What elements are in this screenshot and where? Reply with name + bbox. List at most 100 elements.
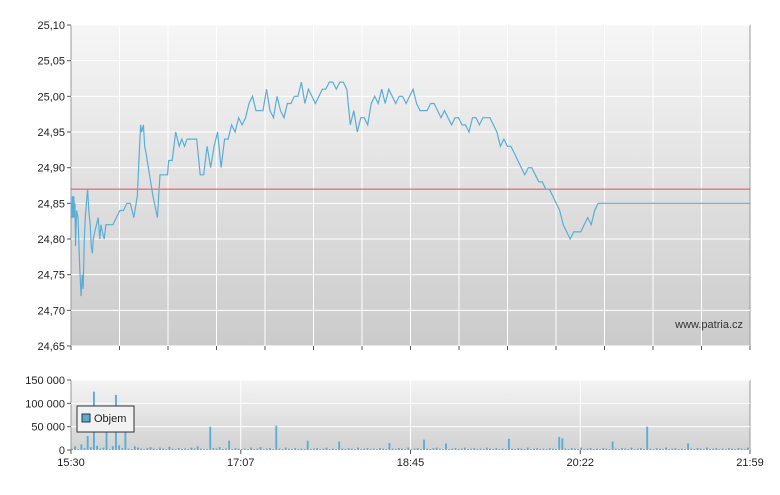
volume-bar <box>221 449 224 450</box>
volume-bar <box>495 448 498 450</box>
volume-y-axis: 150 000 100 000 50 000 0 <box>25 375 71 457</box>
volume-bar <box>611 441 614 450</box>
volume-bar <box>671 448 674 450</box>
volume-bar <box>234 448 237 450</box>
volume-bar <box>127 448 130 450</box>
volume-bar <box>225 448 227 450</box>
volume-bar <box>294 448 297 450</box>
volume-bar <box>441 449 444 450</box>
volume-bar <box>187 449 190 450</box>
volume-bar <box>278 448 281 450</box>
volume-bar <box>146 448 149 450</box>
volume-bar <box>96 445 99 450</box>
volume-bar <box>630 447 633 450</box>
volume-bar <box>366 448 369 450</box>
x-axis: 15:30 17:07 18:45 20:22 21:59 <box>57 450 764 469</box>
volume-bar <box>520 448 523 450</box>
volume-bar <box>485 447 488 450</box>
volume-bar <box>363 448 366 450</box>
volume-bar <box>375 449 378 450</box>
volume-bar <box>636 448 639 450</box>
volume-bar <box>740 448 743 450</box>
volume-bar <box>256 448 259 450</box>
volume-tick-label: 0 <box>59 445 65 457</box>
volume-bar <box>624 448 627 450</box>
volume-bar <box>680 448 683 450</box>
volume-bar <box>388 443 391 450</box>
price-tick-label: 24,90 <box>37 163 65 175</box>
volume-bar <box>196 446 199 450</box>
price-tick-label: 24,80 <box>37 234 65 246</box>
price-panel: 25,10 25,05 25,00 24,95 24,90 24,85 24,80 24,75… <box>37 20 751 353</box>
volume-bar <box>661 449 664 450</box>
volume-bar <box>423 439 425 450</box>
volume-bar <box>203 449 205 450</box>
volume-bar <box>155 449 158 450</box>
volume-bar <box>259 447 262 450</box>
price-tick-label: 25,05 <box>37 56 65 68</box>
volume-bar <box>281 449 284 450</box>
volume-bar <box>105 429 108 450</box>
volume-bar <box>674 448 677 450</box>
volume-bar <box>99 448 102 450</box>
volume-bar <box>284 447 287 450</box>
volume-bar <box>705 447 708 450</box>
volume-bar <box>728 448 730 450</box>
volume-bar <box>639 448 642 450</box>
volume-bar <box>262 449 265 450</box>
volume-bar <box>652 449 655 450</box>
volume-bar <box>174 449 177 450</box>
volume-bar <box>360 449 363 450</box>
volume-bar <box>633 449 636 450</box>
volume-bar <box>382 448 385 450</box>
volume-bar <box>608 449 611 450</box>
volume-bar <box>404 449 407 450</box>
volume-bar <box>699 448 702 450</box>
price-line <box>70 81 750 297</box>
volume-bar <box>410 449 413 450</box>
volume-bar <box>83 448 86 450</box>
volume-bar <box>162 448 165 450</box>
volume-bar <box>614 448 617 450</box>
volume-bar <box>542 448 545 450</box>
volume-bar <box>492 449 495 450</box>
volume-bar <box>523 449 526 450</box>
volume-bar <box>507 438 510 450</box>
volume-bar <box>448 449 451 450</box>
volume-bar <box>548 448 551 450</box>
volume-bar <box>86 436 89 450</box>
volume-bar <box>165 449 168 450</box>
volume-bar <box>573 448 576 450</box>
volume-bar <box>586 448 589 450</box>
x-tick-label: 20:22 <box>566 457 594 469</box>
volume-bar <box>309 449 312 450</box>
volume-bar <box>712 448 715 450</box>
volume-bar <box>300 448 303 450</box>
volume-bar <box>517 448 520 450</box>
volume-bar <box>124 422 127 450</box>
volume-bar <box>247 449 249 450</box>
volume-bar <box>118 445 121 450</box>
legend-label: Objem <box>94 413 126 425</box>
volume-bar <box>599 449 601 450</box>
price-tick-label: 25,10 <box>37 20 65 32</box>
volume-bar <box>243 448 246 450</box>
price-tick-label: 25,00 <box>37 91 65 103</box>
volume-bar <box>353 449 356 450</box>
volume-bar <box>583 449 586 450</box>
volume-bar <box>746 447 749 450</box>
volume-bar <box>649 448 652 450</box>
volume-bar <box>71 448 73 450</box>
volume-bar <box>655 448 658 450</box>
volume-bar <box>74 446 77 450</box>
volume-bar <box>479 448 482 450</box>
volume-bar <box>372 448 375 450</box>
volume-bar <box>413 448 416 450</box>
price-tick-label: 24,75 <box>37 270 65 282</box>
x-tick-label: 17:07 <box>227 457 255 469</box>
volume-bar <box>152 448 155 450</box>
volume-bar <box>589 448 592 450</box>
volume-tick-label: 150 000 <box>25 375 65 387</box>
watermark: www.patria.cz <box>674 319 743 331</box>
